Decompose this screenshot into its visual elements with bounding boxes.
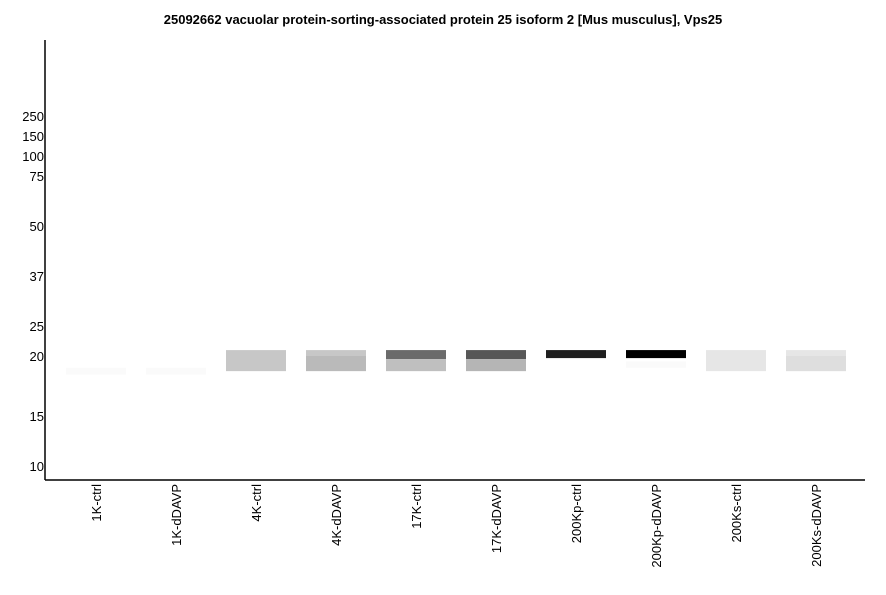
band-17k-ctrl [386,359,446,372]
y-tick-label: 37 [30,269,44,284]
band-layer [66,350,846,375]
band-200kp-ddavp [626,361,686,368]
y-tick-label: 25 [30,319,44,334]
band-4k-ctrl [226,350,286,372]
band-200ks-ddavp [786,350,846,356]
band-4k-ddavp [306,350,366,356]
lane-label-17k-ctrl: 17K-ctrl [409,484,424,529]
band-200kp-ctrl [546,350,606,359]
y-tick-label: 100 [22,149,44,164]
y-tick-label: 250 [22,109,44,124]
lane-label-200ks-ctrl: 200Ks-ctrl [729,484,744,543]
band-4k-ddavp [306,356,366,372]
band-17k-ctrl [386,350,446,360]
y-tick-label: 75 [30,169,44,184]
band-1k-ctrl [66,367,126,375]
y-tick-labels: 250 150 100 75 50 37 25 20 15 10 [22,109,44,474]
y-tick-label: 150 [22,129,44,144]
chart-title: 25092662 vacuolar protein-sorting-associ… [164,12,722,27]
y-tick-label: 15 [30,409,44,424]
lane-label-17k-ddavp: 17K-dDAVP [489,484,504,553]
lane-label-4k-ctrl: 4K-ctrl [249,484,264,522]
y-tick-label: 10 [30,459,44,474]
band-17k-ddavp [466,350,526,360]
band-200ks-ctrl [706,350,766,372]
lane-label-4k-ddavp: 4K-dDAVP [329,484,344,546]
y-tick-label: 50 [30,219,44,234]
band-17k-ddavp [466,359,526,372]
lane-label-200kp-ctrl: 200Kp-ctrl [569,484,584,543]
lane-label-200ks-ddavp: 200Ks-dDAVP [809,484,824,567]
lane-label-1k-ctrl: 1K-ctrl [89,484,104,522]
lane-labels: 1K-ctrl 1K-dDAVP 4K-ctrl 4K-dDAVP 17K-ctrl 17… [89,484,824,568]
band-200ks-ddavp [786,356,846,372]
band-1k-ddavp [146,367,206,375]
y-tick-label: 20 [30,349,44,364]
band-200kp-ddavp [626,350,686,359]
lane-label-1k-ddavp: 1K-dDAVP [169,484,184,546]
lane-label-200kp-ddavp: 200Kp-dDAVP [649,484,664,568]
